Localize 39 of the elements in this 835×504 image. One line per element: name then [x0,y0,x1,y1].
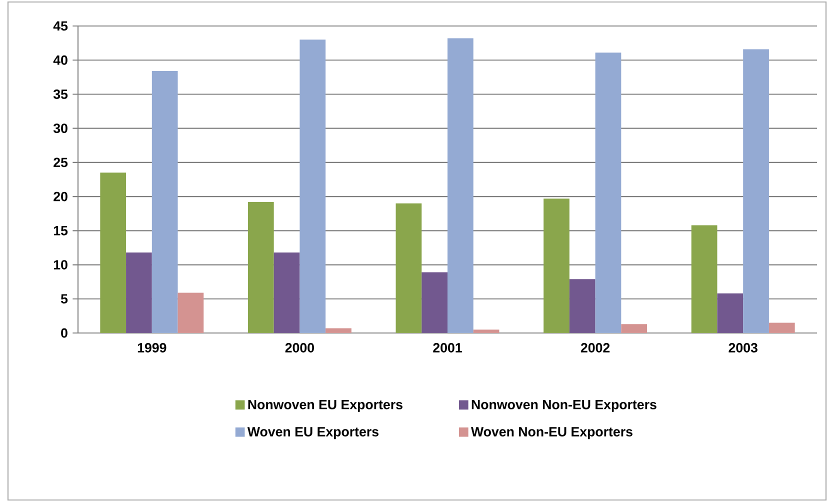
y-tick-label: 10 [54,260,68,270]
x-tick-label: 2000 [285,343,314,352]
y-tick-label: 40 [53,55,68,65]
x-tick-label: 2001 [433,343,462,352]
bar [100,172,126,334]
bar [569,279,596,334]
legend-label: Nonwoven Non-EU Exporters [472,400,656,412]
y-tick-label: 30 [53,124,68,134]
x-tick-label: 1999 [138,343,166,352]
bar [274,252,300,334]
legend-label: Nonwoven EU Exporters [248,400,402,412]
legend-label: Woven EU Exporters [247,427,378,440]
bar [326,328,352,334]
bar [248,202,274,334]
x-tick-label: 2003 [728,343,758,352]
legend-label: Woven Non-EU Exporters [471,427,632,440]
bar [152,71,178,334]
bar [422,272,448,334]
bar [544,198,570,334]
y-tick-label: 0 [61,328,68,338]
bar [595,52,622,334]
y-tick-label: 20 [54,192,68,202]
bar [768,322,795,334]
bar [396,203,422,334]
y-tick-label: 45 [53,21,68,31]
bar [743,49,769,334]
y-tick-label: 15 [54,226,68,236]
bar [621,324,648,334]
bar [473,330,500,334]
y-tick-label: 5 [60,294,68,304]
bar [178,292,204,334]
bar [448,38,474,334]
bar [300,40,326,334]
y-tick-label: 25 [54,158,68,168]
y-tick-label: 35 [53,90,68,99]
bar [717,293,744,334]
x-tick-label: 2002 [580,343,610,352]
bar [691,225,718,334]
bar [126,252,152,334]
